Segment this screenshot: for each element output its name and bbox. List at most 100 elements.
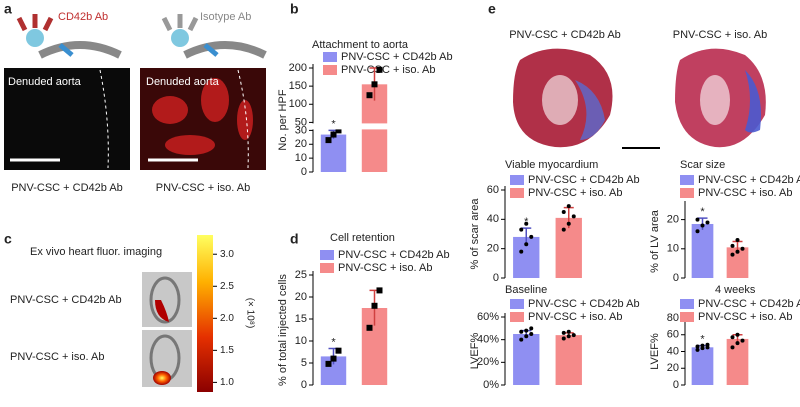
colorbar-tick-label: 2.5	[220, 281, 234, 292]
data-point	[730, 243, 735, 248]
data-point	[376, 66, 383, 73]
data-point	[730, 252, 735, 257]
data-point	[695, 217, 700, 222]
y-tick-label: 20	[295, 138, 307, 150]
y-tick-label: 0%	[483, 379, 499, 391]
data-point	[376, 287, 383, 294]
data-point	[735, 332, 740, 337]
data-point	[695, 344, 700, 349]
y-axis-label: LVEF%	[649, 333, 661, 370]
data-point	[571, 214, 576, 219]
image-label: Denuded aorta	[8, 76, 82, 88]
y-tick-label: 200	[289, 62, 307, 74]
y-tick-label: 0	[673, 379, 679, 391]
data-point	[524, 242, 529, 247]
image-label: PNV-CSC + CD42b Ab	[509, 29, 621, 41]
data-point	[700, 223, 705, 228]
legend-swatch	[680, 175, 694, 185]
legend-swatch	[680, 188, 694, 198]
data-point	[566, 329, 571, 334]
colorbar-tick-label: 1.0	[220, 377, 234, 388]
data-point	[335, 347, 342, 354]
legend-swatch	[320, 250, 334, 260]
data-point	[371, 81, 378, 88]
data-point	[571, 333, 576, 338]
y-tick-label: 0	[493, 272, 499, 284]
legend-swatch	[510, 175, 524, 185]
bar	[320, 134, 347, 172]
y-tick-label: 5	[301, 357, 307, 369]
y-tick-label: 0	[301, 166, 307, 178]
data-point	[566, 221, 571, 226]
legend-label: PNV-CSC + iso. Ab	[528, 187, 622, 199]
axis-break	[307, 123, 395, 130]
y-tick-label: 60%	[477, 311, 499, 323]
legend-label: PNV-CSC + iso. Ab	[698, 311, 792, 323]
data-point	[325, 360, 332, 367]
panel-letter: c	[4, 231, 12, 247]
legend-label: PNV-CSC + CD42b Ab	[698, 174, 800, 186]
data-point	[335, 127, 342, 134]
y-tick-label: 20	[487, 243, 499, 255]
y-tick-label: 100	[289, 98, 307, 110]
heart-image	[142, 272, 192, 387]
data-point	[524, 334, 529, 339]
y-tick-label: 60	[487, 184, 499, 196]
legend-label: PNV-CSC + CD42b Ab	[698, 298, 800, 310]
y-tick-label: 0	[673, 272, 679, 284]
significance-mark: *	[700, 334, 705, 346]
data-point	[519, 249, 524, 254]
data-point	[561, 330, 566, 335]
legend-label: PNV-CSC + iso. Ab	[698, 187, 792, 199]
caption: PNV-CSC + CD42b Ab	[11, 182, 123, 194]
y-tick-label: 15	[295, 313, 307, 325]
y-axis-label: LVEF%	[469, 333, 481, 370]
bar	[513, 334, 540, 385]
dashed-boundary	[99, 69, 249, 169]
data-point	[330, 131, 337, 138]
significance-mark: *	[331, 336, 336, 348]
legend-label: PNV-CSC + CD42b Ab	[338, 249, 450, 261]
legend-swatch	[510, 299, 524, 309]
chart-title: Cell retention	[330, 232, 395, 244]
antibody-label: CD42b Ab	[58, 11, 108, 23]
y-tick-label: 10	[295, 335, 307, 347]
y-tick-label: 40	[487, 213, 499, 225]
colorbar-unit: (× 10⁸)	[244, 298, 255, 329]
data-point	[561, 210, 566, 214]
data-point	[330, 355, 337, 362]
data-point	[695, 347, 700, 352]
y-tick-label: 20	[667, 214, 679, 226]
data-point	[561, 227, 566, 232]
y-tick-label: 20	[667, 362, 679, 374]
legend-label: PNV-CSC + iso. Ab	[338, 262, 432, 274]
legend-swatch	[323, 65, 337, 75]
y-tick-label: 20	[295, 291, 307, 303]
legend-swatch	[323, 52, 337, 62]
chart-title: 4 weeks	[715, 284, 756, 296]
data-point	[730, 345, 735, 350]
bar	[691, 223, 714, 278]
data-point	[735, 238, 740, 243]
data-point	[566, 334, 571, 339]
legend-swatch	[510, 312, 524, 322]
heart-section	[513, 48, 766, 148]
bar	[726, 338, 749, 385]
y-tick-label: 60	[667, 329, 679, 341]
y-tick-label: 80	[667, 312, 679, 324]
chart-title: Scar size	[680, 159, 725, 171]
colorbar-tick-label: 3.0	[220, 249, 234, 260]
legend-label: PNV-CSC + CD42b Ab	[341, 51, 453, 63]
row-label: PNV-CSC + iso. Ab	[10, 351, 104, 363]
image-label: PNV-CSC + iso. Ab	[673, 29, 767, 41]
data-point	[695, 229, 700, 234]
y-tick-label: 20%	[477, 356, 499, 368]
legend-swatch	[680, 312, 694, 322]
chart-title: Attachment to aorta	[312, 39, 409, 51]
bar	[691, 347, 714, 385]
y-tick-label: 40	[667, 345, 679, 357]
panel-title: Ex vivo heart fluor. imaging	[30, 246, 162, 258]
colorbar-tick-label: 2.0	[220, 313, 234, 324]
